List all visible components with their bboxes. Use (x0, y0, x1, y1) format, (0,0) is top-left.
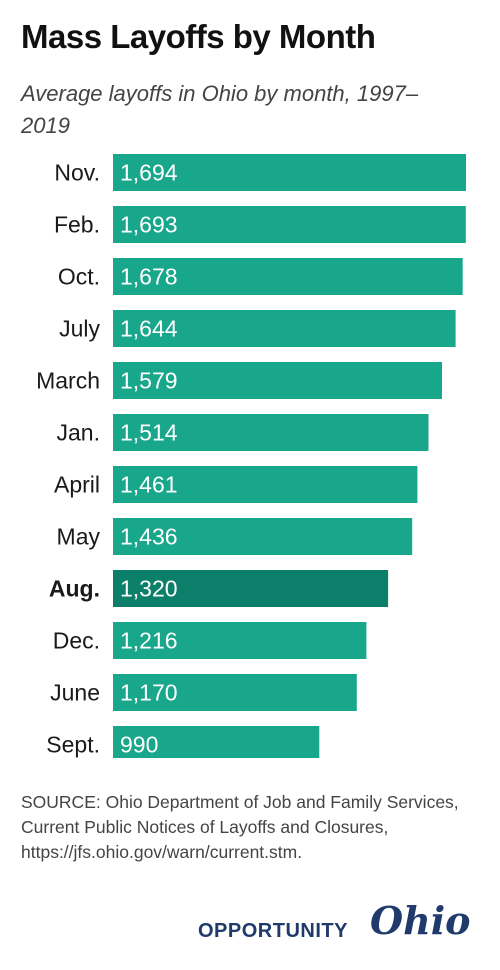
source-note: SOURCE: Ohio Department of Job and Famil… (21, 792, 459, 862)
value-label: 1,644 (120, 316, 178, 342)
value-label: 1,693 (120, 212, 178, 238)
category-label: May (57, 524, 101, 550)
value-label: 1,579 (120, 368, 178, 394)
category-label: June (50, 680, 100, 706)
bar-july (113, 310, 456, 347)
bar-nov (113, 154, 466, 191)
category-label: Nov. (54, 160, 100, 186)
value-label: 1,216 (120, 628, 178, 654)
category-label: Aug. (49, 576, 100, 602)
bar-june (113, 674, 357, 711)
value-label: 1,461 (120, 472, 178, 498)
bar-sept (113, 726, 320, 758)
category-label: July (59, 316, 100, 342)
bar-april (113, 466, 418, 503)
bar-may (113, 518, 413, 555)
bar-dec (113, 622, 367, 659)
bar-jan (113, 414, 429, 451)
value-label: 1,436 (120, 524, 178, 550)
chart-subtitle: Average layoffs in Ohio by month, 1997–2… (21, 81, 419, 138)
value-label: 1,514 (120, 420, 178, 446)
bar-march (113, 362, 442, 399)
value-label: 1,320 (120, 576, 178, 602)
value-label: 1,678 (120, 264, 178, 290)
category-label: Sept. (46, 732, 100, 758)
value-label: 1,694 (120, 160, 178, 186)
opportunity-ohio-logo: OPPORTUNITY Ohio (198, 898, 488, 958)
category-label: Oct. (58, 264, 100, 290)
category-label: Dec. (53, 628, 100, 654)
value-label: 1,170 (120, 680, 178, 706)
category-label: March (36, 368, 100, 394)
category-label: Jan. (57, 420, 100, 446)
bar-oct (113, 258, 463, 295)
logo-wordmark: OPPORTUNITY (198, 920, 348, 942)
bar-aug (113, 570, 389, 607)
category-label: April (54, 472, 100, 498)
logo-script: Ohio (370, 898, 471, 943)
bar-feb (113, 206, 466, 243)
value-label: 990 (120, 732, 158, 758)
chart-title: Mass Layoffs by Month (21, 18, 376, 55)
bar-chart: Nov. 1,694 Feb. 1,693 Oct. 1,678 July 1,644 Marc… (36, 154, 466, 758)
category-label: Feb. (54, 212, 100, 238)
